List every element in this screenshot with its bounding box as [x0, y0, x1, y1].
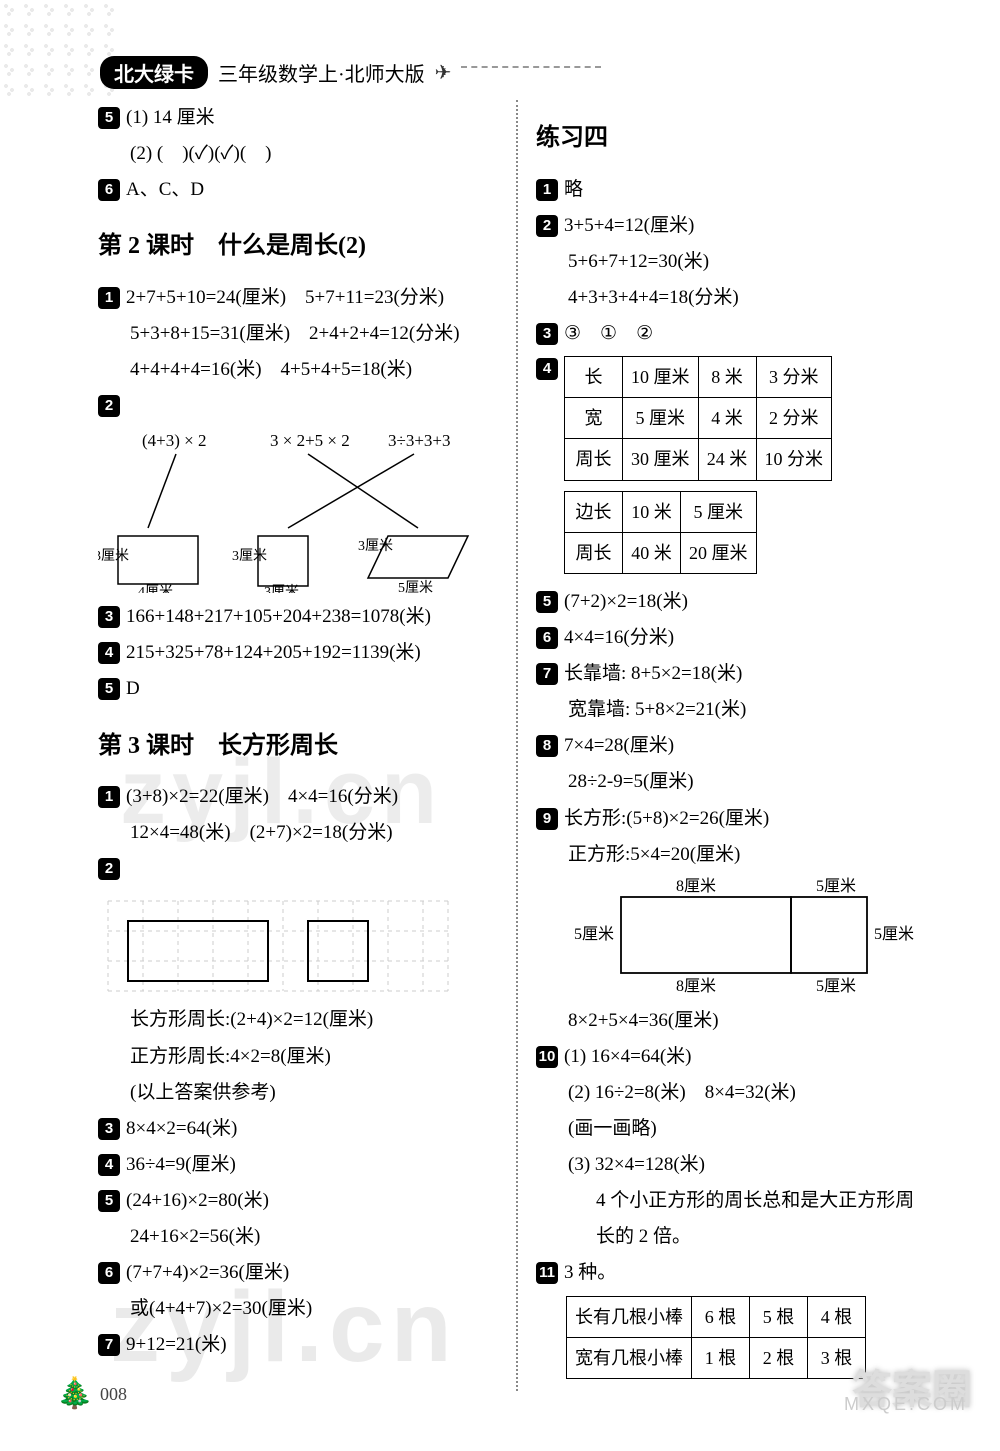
s2q5-text: D — [126, 678, 140, 699]
s3q1: 1 (3+8)×2=22(厘米) 4×4=16(分米) 12×4=48(米) (2… — [98, 779, 494, 851]
s2q5: 5D — [98, 671, 494, 707]
q6: 6 A、C、D — [98, 172, 494, 208]
s3q2-t1: 长方形周长:(2+4)×2=12(厘米) — [98, 1002, 494, 1038]
series-pill: 北大绿卡 — [100, 56, 208, 89]
badge-2: 2 — [98, 395, 120, 417]
rq3: 3③ ① ② — [536, 316, 946, 352]
q4-table2: 边长10 米5 厘米 周长40 米20 厘米 — [564, 491, 757, 574]
practice-4-title: 练习四 — [536, 116, 946, 162]
expr1: (4+3) × 2 — [142, 431, 207, 450]
badge-4: 4 — [98, 642, 120, 664]
badge-5b: 5 — [98, 678, 120, 700]
tree-icon: 🎄 — [56, 1376, 93, 1411]
svg-text:3厘米: 3厘米 — [98, 548, 129, 564]
svg-text:5厘米: 5厘米 — [816, 877, 856, 895]
svg-text:4厘米: 4厘米 — [138, 584, 173, 593]
q4-table1: 长10 厘米8 米3 分米 宽5 厘米4 米2 分米 周长30 厘米24 米10… — [564, 356, 832, 481]
svg-text:8厘米: 8厘米 — [676, 977, 716, 995]
s2q4-text: 215+325+78+124+205+192=1139(米) — [126, 642, 421, 663]
section-3-title: 第 3 课时 长方形周长 — [98, 724, 494, 770]
svg-text:5厘米: 5厘米 — [816, 977, 856, 995]
svg-text:8厘米: 8厘米 — [676, 877, 716, 895]
s3q4: 436÷4=9(厘米) — [98, 1147, 494, 1183]
expr2: 3 × 2+5 × 2 — [270, 431, 350, 450]
q5-line1: (1) 14 厘米 — [126, 107, 215, 128]
badge-1: 1 — [98, 287, 120, 309]
expr3: 3÷3+3+3 — [388, 431, 451, 450]
s3q5: 5(24+16)×2=80(米) 24+16×2=56(米) — [98, 1183, 494, 1255]
svg-text:5厘米: 5厘米 — [574, 925, 614, 943]
svg-text:3厘米: 3厘米 — [358, 538, 393, 554]
grid-diagram — [98, 891, 458, 996]
s2q1: 1 2+7+5+10=24(厘米) 5+7+11=23(分米) 5+3+8+15=… — [98, 280, 494, 388]
badge-2b: 2 — [98, 858, 120, 880]
s3q1-a: (3+8)×2=22(厘米) 4×4=16(分米) — [126, 786, 398, 807]
q11-table: 长有几根小棒6 根5 根4 根 宽有几根小棒1 根2 根3 根 — [566, 1296, 866, 1379]
rq2: 23+5+4=12(厘米) 5+6+7+12=30(米) 4+3+3+4+4=1… — [536, 208, 946, 316]
rectangle-diagram: 8厘米 5厘米 5厘米 5厘米 8厘米 5厘米 — [566, 877, 926, 997]
dashed-curve — [461, 66, 601, 68]
header-bar: 北大绿卡 三年级数学上·北师大版 ✈ — [100, 56, 601, 89]
rq8: 87×4=28(厘米) 28÷2-9=5(厘米) — [536, 728, 946, 800]
badge-1b: 1 — [98, 786, 120, 808]
plane-icon: ✈ — [435, 60, 452, 85]
s3q7: 79+12=21(米) — [98, 1327, 494, 1363]
s3q6: 6(7+7+4)×2=36(厘米) 或(4+4+7)×2=30(厘米) — [98, 1255, 494, 1327]
rq7: 7长靠墙: 8+5×2=18(米) 宽靠墙: 5+8×2=21(米) — [536, 656, 946, 728]
s2q3: 3 166+148+217+105+204+238=1078(米) — [98, 599, 494, 635]
s2q1-c: 4+4+4+4=16(米) 4+5+4+5=18(米) — [98, 352, 494, 388]
q5: 5 (1) 14 厘米 (2) ( )(✓)(✓)( ) — [98, 100, 494, 172]
rq1: 1略 — [536, 172, 946, 208]
page-columns: 5 (1) 14 厘米 (2) ( )(✓)(✓)( ) 6 A、C、D 第 2 课… — [80, 100, 956, 1391]
q6-text: A、C、D — [126, 179, 204, 200]
svg-text:5厘米: 5厘米 — [398, 580, 433, 593]
svg-text:5厘米: 5厘米 — [874, 925, 914, 943]
s2q1-b: 5+3+8+15=31(厘米) 2+4+2+4=12(分米) — [98, 316, 494, 352]
s3q2-t3: (以上答案供参考) — [98, 1075, 494, 1111]
rq10: 10(1) 16×4=64(米) (2) 16÷2=8(米) 8×4=32(米)… — [536, 1039, 946, 1256]
right-column: 练习四 1略 23+5+4=12(厘米) 5+6+7+12=30(米) 4+3+… — [518, 100, 956, 1391]
s2q2: 2 (4+3) × 2 3 × 2+5 × 2 3÷3+3+3 3厘米 4厘米 … — [98, 388, 494, 593]
svg-text:3厘米: 3厘米 — [264, 584, 299, 593]
header-subtitle: 三年级数学上·北师大版 — [218, 58, 425, 87]
s3q3: 38×4×2=64(米) — [98, 1111, 494, 1147]
rq9-eq: 8×2+5×4=36(厘米) — [536, 1003, 946, 1039]
badge-3: 3 — [98, 606, 120, 628]
s3q2: 2 — [98, 851, 494, 1110]
q5-line2: (2) ( )(✓)(✓)( ) — [98, 136, 494, 172]
matching-diagram: (4+3) × 2 3 × 2+5 × 2 3÷3+3+3 3厘米 4厘米 3厘… — [98, 428, 478, 593]
s2q3-text: 166+148+217+105+204+238=1078(米) — [126, 606, 431, 627]
badge-5: 5 — [98, 107, 120, 129]
s3q1-b: 12×4=48(米) (2+7)×2=18(分米) — [98, 815, 494, 851]
rq9: 9长方形:(5+8)×2=26(厘米) 正方形:5×4=20(厘米) 8厘米 5… — [536, 801, 946, 1039]
section-2-title: 第 2 课时 什么是周长(2) — [98, 224, 494, 270]
mxqe-label: MXQE.COM — [844, 1394, 968, 1415]
s3q2-t2: 正方形周长:4×2=8(厘米) — [98, 1039, 494, 1075]
svg-text:3厘米: 3厘米 — [232, 548, 267, 564]
rq5: 5(7+2)×2=18(米) — [536, 584, 946, 620]
s2q4: 4 215+325+78+124+205+192=1139(米) — [98, 635, 494, 671]
rq6: 64×4=16(分米) — [536, 620, 946, 656]
left-column: 5 (1) 14 厘米 (2) ( )(✓)(✓)( ) 6 A、C、D 第 2 课… — [80, 100, 518, 1391]
rq4: 4 长10 厘米8 米3 分米 宽5 厘米4 米2 分米 周长30 厘米24 米… — [536, 352, 946, 584]
badge-6: 6 — [98, 179, 120, 201]
s2q1-a: 2+7+5+10=24(厘米) 5+7+11=23(分米) — [126, 287, 444, 308]
page-number: 008 — [100, 1384, 127, 1405]
